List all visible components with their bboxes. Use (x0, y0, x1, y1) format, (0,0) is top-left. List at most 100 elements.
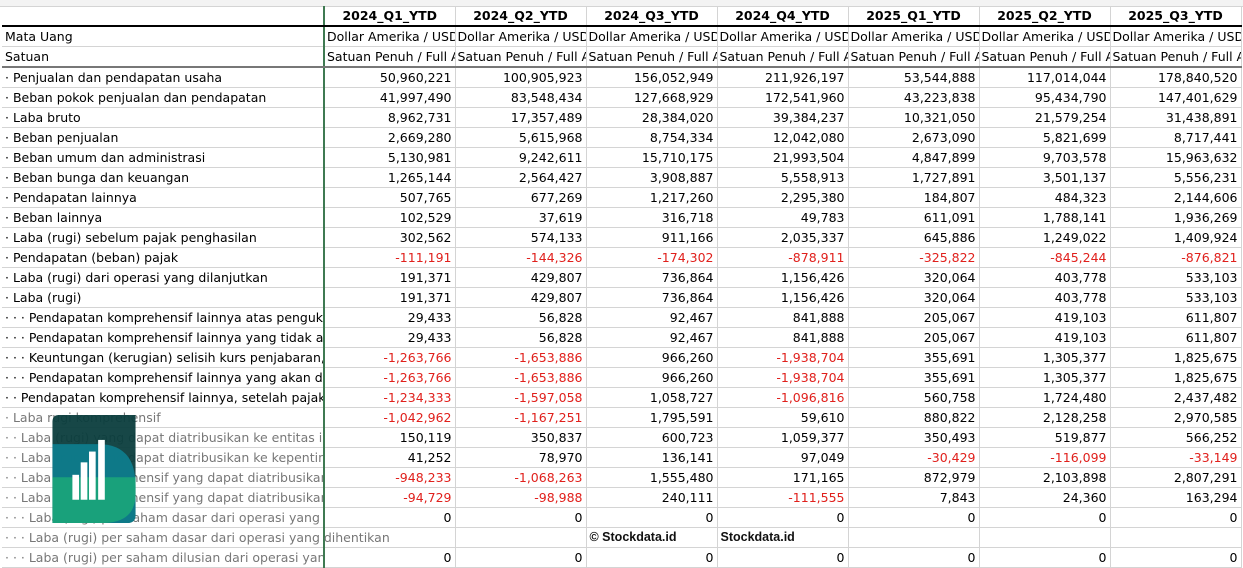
value-cell[interactable]: 0 (717, 547, 849, 568)
value-cell[interactable]: 611,807 (1110, 327, 1242, 348)
value-cell[interactable]: 0 (324, 547, 456, 568)
value-cell[interactable]: 429,807 (455, 287, 587, 308)
value-cell[interactable]: 2,103,898 (979, 467, 1111, 488)
value-cell[interactable]: 37,619 (455, 207, 587, 228)
value-cell[interactable]: 4,847,899 (848, 147, 980, 168)
value-cell[interactable]: 5,558,913 (717, 167, 849, 188)
value-cell[interactable]: 240,111 (586, 487, 718, 508)
value-cell[interactable]: -1,167,251 (455, 407, 587, 428)
value-cell[interactable] (324, 527, 456, 548)
value-cell[interactable]: 9,242,611 (455, 147, 587, 168)
value-cell[interactable]: 156,052,949 (586, 67, 718, 88)
value-cell[interactable]: 2,128,258 (979, 407, 1111, 428)
value-cell[interactable]: 7,843 (848, 487, 980, 508)
value-cell[interactable]: 2,035,337 (717, 227, 849, 248)
value-cell[interactable]: -1,938,704 (717, 367, 849, 388)
value-cell[interactable]: 39,384,237 (717, 107, 849, 128)
value-cell[interactable]: 484,323 (979, 187, 1111, 208)
value-cell[interactable]: 127,668,929 (586, 87, 718, 108)
value-cell[interactable]: 1,249,022 (979, 227, 1111, 248)
value-cell[interactable]: 78,970 (455, 447, 587, 468)
row-label[interactable]: · Pendapatan lainnya (2, 187, 325, 208)
value-cell[interactable]: 736,864 (586, 267, 718, 288)
value-cell[interactable]: -30,429 (848, 447, 980, 468)
value-cell[interactable]: 2,295,380 (717, 187, 849, 208)
column-header[interactable]: 2024_Q4_YTD (717, 6, 849, 27)
value-cell[interactable]: -94,729 (324, 487, 456, 508)
value-cell[interactable]: 419,103 (979, 307, 1111, 328)
value-cell[interactable]: 1,825,675 (1110, 347, 1242, 368)
value-cell[interactable]: 56,828 (455, 327, 587, 348)
value-cell[interactable]: -111,191 (324, 247, 456, 268)
value-cell[interactable]: 28,384,020 (586, 107, 718, 128)
value-cell[interactable]: 163,294 (1110, 487, 1242, 508)
row-label[interactable]: · · Pendapatan komprehensif lainnya, set… (2, 387, 325, 408)
row-label[interactable]: · Beban pokok penjualan dan pendapatan (2, 87, 325, 108)
value-cell[interactable]: 3,501,137 (979, 167, 1111, 188)
currency-row-value[interactable]: Dollar Amerika / USD (717, 26, 849, 47)
value-cell[interactable]: -1,653,886 (455, 347, 587, 368)
value-cell[interactable]: 5,821,699 (979, 127, 1111, 148)
currency-row-value[interactable]: Dollar Amerika / USD (848, 26, 980, 47)
value-cell[interactable]: 736,864 (586, 287, 718, 308)
row-label[interactable]: · Laba (rugi) dari operasi yang dilanjut… (2, 267, 325, 288)
value-cell[interactable]: 519,877 (979, 427, 1111, 448)
row-label[interactable]: · · · Laba (rugi) per saham dilusian dar… (2, 547, 325, 568)
value-cell[interactable]: 56,828 (455, 307, 587, 328)
value-cell[interactable]: -111,555 (717, 487, 849, 508)
value-cell[interactable]: 1,724,480 (979, 387, 1111, 408)
column-header[interactable]: 2025_Q1_YTD (848, 6, 980, 27)
value-cell[interactable]: -116,099 (979, 447, 1111, 468)
unit-row-value[interactable]: Satuan Penuh / Full Amount (717, 46, 849, 68)
value-cell[interactable]: 83,548,434 (455, 87, 587, 108)
value-cell[interactable]: 0 (586, 547, 718, 568)
value-cell[interactable]: 17,357,489 (455, 107, 587, 128)
value-cell[interactable]: 53,544,888 (848, 67, 980, 88)
unit-row-value[interactable]: Satuan Penuh / Full Amount (848, 46, 980, 68)
value-cell[interactable] (455, 527, 587, 548)
value-cell[interactable]: 1,409,924 (1110, 227, 1242, 248)
column-header[interactable]: 2025_Q3_YTD (1110, 6, 1242, 27)
header-corner-cell[interactable] (2, 6, 325, 27)
value-cell[interactable]: 59,610 (717, 407, 849, 428)
value-cell[interactable]: 600,723 (586, 427, 718, 448)
row-label[interactable]: · · Laba (rugi) yang dapat diatribusikan… (2, 447, 325, 468)
value-cell[interactable]: -144,326 (455, 247, 587, 268)
currency-row-label[interactable]: Mata Uang (2, 26, 325, 47)
value-cell[interactable]: 100,905,923 (455, 67, 587, 88)
value-cell[interactable]: 5,556,231 (1110, 167, 1242, 188)
value-cell[interactable]: 841,888 (717, 327, 849, 348)
value-cell[interactable]: -1,263,766 (324, 367, 456, 388)
value-cell[interactable]: 320,064 (848, 267, 980, 288)
value-cell[interactable]: 205,067 (848, 307, 980, 328)
value-cell[interactable]: -1,068,263 (455, 467, 587, 488)
value-cell[interactable]: 419,103 (979, 327, 1111, 348)
value-cell[interactable]: 2,437,482 (1110, 387, 1242, 408)
value-cell[interactable]: 92,467 (586, 307, 718, 328)
value-cell[interactable]: 0 (979, 507, 1111, 528)
value-cell[interactable]: 0 (586, 507, 718, 528)
value-cell[interactable]: 1,217,260 (586, 187, 718, 208)
value-cell[interactable]: -1,042,962 (324, 407, 456, 428)
unit-row-value[interactable]: Satuan Penuh / Full Amount (979, 46, 1111, 68)
value-cell[interactable]: 1,936,269 (1110, 207, 1242, 228)
value-cell[interactable]: 8,717,441 (1110, 127, 1242, 148)
unit-row-value[interactable]: Satuan Penuh / Full Amount (324, 46, 456, 68)
value-cell[interactable]: 41,997,490 (324, 87, 456, 108)
value-cell[interactable]: 872,979 (848, 467, 980, 488)
value-cell[interactable]: 21,993,504 (717, 147, 849, 168)
value-cell[interactable]: -98,988 (455, 487, 587, 508)
value-cell[interactable]: 316,718 (586, 207, 718, 228)
value-cell[interactable]: 191,371 (324, 267, 456, 288)
value-cell[interactable]: 41,252 (324, 447, 456, 468)
value-cell[interactable]: 350,837 (455, 427, 587, 448)
unit-row-value[interactable]: Satuan Penuh / Full Amount (455, 46, 587, 68)
row-label[interactable]: · · Laba (rugi) yang dapat diatribusikan… (2, 427, 325, 448)
value-cell[interactable]: 350,493 (848, 427, 980, 448)
value-cell[interactable]: 841,888 (717, 307, 849, 328)
value-cell[interactable]: 1,795,591 (586, 407, 718, 428)
value-cell[interactable]: -878,911 (717, 247, 849, 268)
value-cell[interactable]: 2,673,090 (848, 127, 980, 148)
value-cell[interactable]: 102,529 (324, 207, 456, 228)
value-cell[interactable]: -876,821 (1110, 247, 1242, 268)
